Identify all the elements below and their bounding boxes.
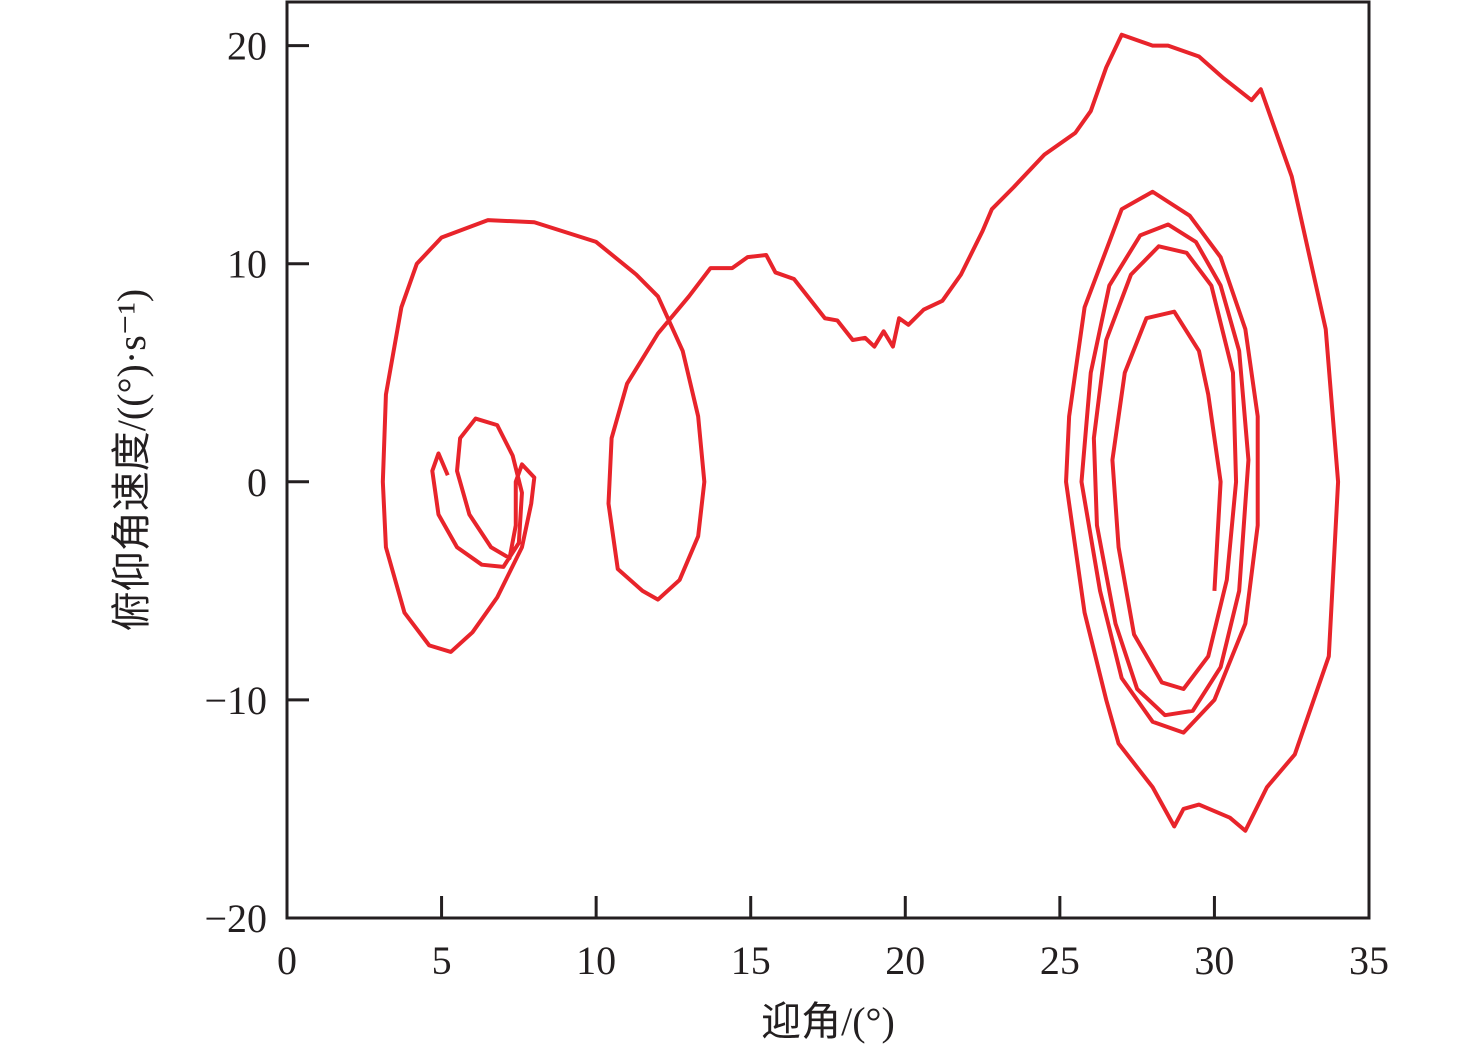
y-tick-label: 10 — [227, 242, 267, 287]
x-axis-label: 迎角/(°) — [761, 999, 895, 1044]
x-tick-label: 25 — [1040, 938, 1080, 983]
x-tick-label: 10 — [576, 938, 616, 983]
y-tick-label: −20 — [204, 896, 267, 941]
y-tick-label: 20 — [227, 24, 267, 69]
plot-frame — [285, 0, 1371, 920]
x-tick-label: 35 — [1349, 938, 1389, 983]
x-tick-label: 30 — [1194, 938, 1234, 983]
trajectory-line — [380, 32, 1341, 833]
y-tick-label: 0 — [247, 460, 267, 505]
x-tick-label: 15 — [731, 938, 771, 983]
x-tick-label: 20 — [885, 938, 925, 983]
x-tick-label: 5 — [432, 938, 452, 983]
x-tick-label: 0 — [277, 938, 297, 983]
y-tick-label: −10 — [204, 678, 267, 723]
y-axis-label: 俯仰角速度/((°)·s⁻¹) — [109, 289, 154, 631]
